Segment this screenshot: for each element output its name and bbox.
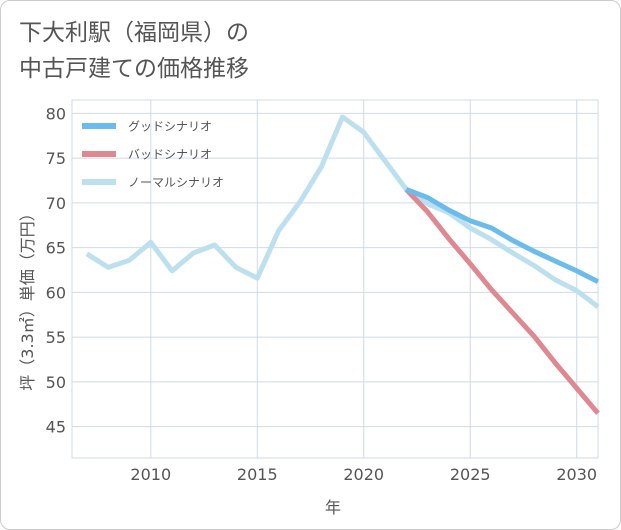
legend-label-bad: バッドシナリオ — [128, 148, 212, 162]
y-axis-title: 坪（3.3㎡）単価（万円） — [18, 205, 37, 390]
chart-title-line-2: 中古戸建ての価格推移 — [19, 56, 249, 82]
x-axis-title: 年 — [325, 498, 341, 517]
x-tick-label: 2010 — [130, 465, 171, 484]
series-line-good — [405, 187, 600, 284]
y-tick-label: 70 — [46, 194, 66, 213]
y-tick-label: 50 — [46, 373, 66, 392]
grid-lines — [71, 99, 599, 459]
x-tick-labels: 2010 2015 2020 2025 2030 — [130, 465, 597, 484]
chart-title-line-1: 下大利駅（福岡県）の — [19, 20, 249, 46]
y-tick-label: 60 — [46, 283, 66, 302]
legend-label-normal: ノーマルシナリオ — [128, 176, 224, 190]
y-tick-label: 65 — [46, 239, 66, 258]
x-tick-label: 2020 — [343, 465, 384, 484]
series-lines — [85, 114, 600, 415]
legend-label-good: グッドシナリオ — [128, 120, 212, 134]
series-line-bad — [404, 187, 600, 415]
series-line-normal — [85, 114, 600, 309]
y-tick-label: 80 — [46, 104, 66, 123]
y-tick-label: 45 — [46, 418, 66, 437]
x-tick-label: 2025 — [450, 465, 491, 484]
x-tick-label: 2015 — [237, 465, 278, 484]
y-tick-label: 55 — [46, 328, 66, 347]
y-tick-labels: 45 50 55 60 65 70 75 80 — [46, 104, 66, 436]
chart-title: 下大利駅（福岡県）の 中古戸建ての価格推移 — [19, 15, 579, 87]
x-tick-label: 2030 — [556, 465, 597, 484]
y-tick-label: 75 — [46, 149, 66, 168]
